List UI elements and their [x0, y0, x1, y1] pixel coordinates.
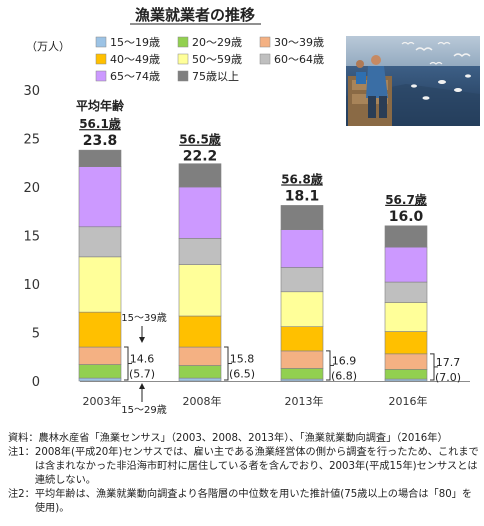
note-2-body: 平均年齢は、漁業就業動向調査より各階層の中位数を用いた推計値(75歳以上の場合は…	[34, 489, 473, 514]
y-axis-unit: （万人）	[26, 40, 70, 53]
legend-swatch	[95, 70, 107, 82]
bar-segment	[384, 225, 428, 248]
young-bracket	[124, 346, 129, 381]
bar-segment	[280, 368, 324, 380]
y-tick-label: 25	[23, 133, 40, 148]
young-bracket	[430, 353, 435, 381]
y-tick-label: 5	[32, 327, 40, 342]
arrow-down-head	[139, 337, 145, 343]
legend-label: 15～19歳	[110, 36, 160, 49]
y-tick-label: 10	[23, 278, 40, 293]
young-15-29-value: (6.5)	[229, 368, 255, 381]
bar-segment	[78, 364, 122, 379]
bar-segment	[78, 311, 122, 348]
x-tick-label: 2016年	[389, 394, 428, 408]
legend-swatch	[177, 36, 189, 48]
note-2: 注2： 平均年齢は、漁業就業動向調査より各階層の中位数を用いた推計値(75歳以上…	[8, 488, 480, 516]
bar-segment	[78, 377, 122, 382]
young-15-29-value: (6.8)	[331, 369, 357, 382]
legend-label: 50～59歳	[192, 53, 242, 66]
y-tick-label: 30	[23, 84, 40, 99]
legend-swatch	[95, 36, 107, 48]
source-line: 資料：農林水産省「漁業センサス」（2003、2008、2013年）、「漁業就業動…	[8, 433, 448, 444]
note-1-tag: 注1：	[8, 447, 35, 458]
legend-label: 60～64歳	[274, 53, 324, 66]
avg-age-label: 56.1歳	[79, 116, 121, 131]
avg-age-label: 56.5歳	[179, 132, 221, 147]
bar-segment	[178, 315, 222, 348]
young-15-39-value: 17.7	[436, 356, 461, 369]
x-tick-label: 2003年	[83, 394, 122, 408]
note-2-tag: 注2：	[8, 489, 35, 500]
legend-swatch	[177, 70, 189, 82]
legend-swatch	[259, 36, 271, 48]
young-15-39-value: 16.9	[332, 354, 357, 367]
bar-segment	[384, 302, 428, 332]
bar-segment	[78, 346, 122, 365]
avg-age-label: 56.7歳	[385, 192, 427, 207]
bar-segment	[78, 226, 122, 258]
bar-segment	[280, 326, 324, 352]
y-tick-label: 0	[32, 375, 40, 390]
legend-label: 65～74歳	[110, 70, 160, 83]
fishing-photo	[346, 36, 480, 126]
bar-segment	[178, 377, 222, 382]
bar-segment	[384, 331, 428, 355]
y-tick-label: 15	[23, 230, 40, 245]
chart: 漁業就業者の推移 （万人） 0 5 10 15 20 25 30 15～19歳 20～29歳 30～3…	[23, 6, 470, 416]
legend-swatch	[177, 53, 189, 65]
young-bracket	[326, 350, 331, 381]
bar-segment	[178, 163, 222, 188]
bar-segment	[280, 267, 324, 293]
source-notes: 資料：農林水産省「漁業センサス」（2003、2008、2013年）、「漁業就業動…	[8, 432, 480, 516]
total-label: 22.2	[183, 149, 218, 165]
bar-segment	[78, 166, 122, 228]
total-label: 16.0	[389, 209, 424, 225]
arrow-up-head	[139, 383, 145, 389]
legend-label: 75歳以上	[192, 70, 239, 83]
y-tick-label: 20	[23, 181, 40, 196]
bar-segment	[78, 256, 122, 313]
x-tick-label: 2013年	[285, 394, 324, 408]
total-label: 23.8	[83, 133, 118, 149]
x-tick-label: 2008年	[183, 394, 222, 408]
bar-segment	[280, 229, 324, 268]
bar-segment	[280, 205, 324, 230]
note-1-body: 2008年(平成20年)センサスでは、雇い主である漁業経営体の側から調査を行った…	[34, 447, 479, 486]
bar-segment	[178, 346, 222, 366]
note-1: 注1： 2008年(平成20年)センサスでは、雇い主である漁業経営体の側から調査…	[8, 446, 480, 488]
bar-segment	[384, 281, 428, 303]
legend-label: 40～49歳	[110, 53, 160, 66]
bar-segment	[78, 149, 122, 167]
bar-segment	[280, 350, 324, 369]
chart-title: 漁業就業者の推移	[135, 6, 255, 24]
avg-age-header: 平均年齢	[76, 98, 125, 113]
bar-segment	[384, 353, 428, 370]
avg-age-label: 56.8歳	[281, 171, 323, 186]
young-15-29-value: (5.7)	[129, 368, 155, 381]
annotation-15-39: 15～39歳	[121, 312, 166, 324]
legend-swatch	[259, 53, 271, 65]
legend-label: 20～29歳	[192, 36, 242, 49]
legend-swatch	[95, 53, 107, 65]
bar-segment	[178, 365, 222, 379]
bar-segment	[178, 264, 222, 317]
young-15-39-value: 14.6	[130, 353, 155, 366]
young-bracket	[224, 346, 229, 381]
legend-label: 30～39歳	[274, 36, 324, 49]
bar-segment	[178, 186, 222, 239]
bar-segment	[384, 369, 428, 380]
bar-segment	[280, 291, 324, 327]
annotation-15-29: 15～29歳	[121, 404, 166, 416]
bar-segment	[178, 238, 222, 265]
total-label: 18.1	[285, 188, 320, 204]
young-15-39-value: 15.8	[230, 353, 255, 366]
young-15-29-value: (7.0)	[435, 371, 461, 384]
bar-segment	[384, 246, 428, 283]
